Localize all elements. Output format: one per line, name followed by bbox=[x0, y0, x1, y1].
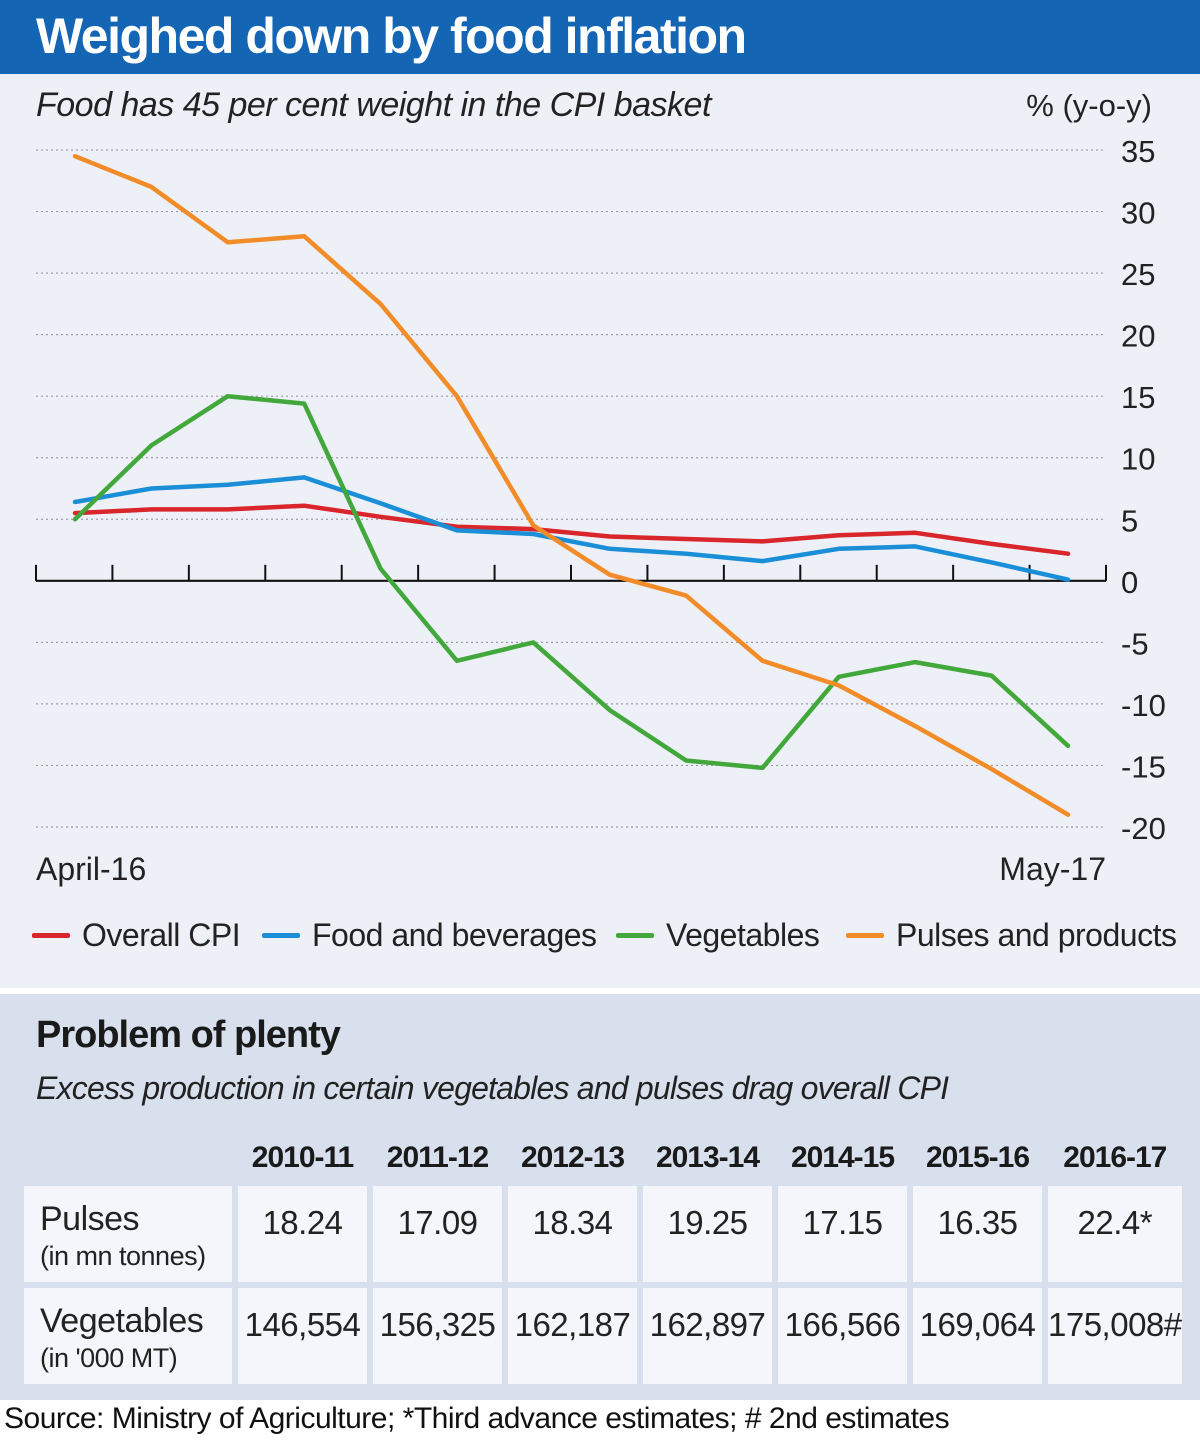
table-title: Problem of plenty bbox=[36, 1014, 341, 1056]
production-table: 2010-11 2011-12 2012-13 2013-14 2014-15 … bbox=[18, 1130, 1188, 1390]
table-cell: 16.35 bbox=[913, 1186, 1042, 1282]
cell-value: 162,897 bbox=[649, 1306, 766, 1343]
y-tick-label: -20 bbox=[1121, 811, 1166, 846]
legend-label-food-and-beverages: Food and beverages bbox=[312, 916, 597, 953]
year-header: 2012-13 bbox=[520, 1141, 625, 1174]
chart-subtitle: Food has 45 per cent weight in the CPI b… bbox=[36, 86, 711, 124]
y-tick-label: 0 bbox=[1121, 565, 1138, 600]
table-cell: 146,554 bbox=[238, 1288, 367, 1384]
y-tick-label: 20 bbox=[1121, 319, 1155, 354]
legend-label-overall-cpi: Overall CPI bbox=[82, 916, 241, 953]
table-cell: 17.09 bbox=[373, 1186, 502, 1282]
row-name: Vegetables bbox=[40, 1302, 204, 1340]
legend-swatch-overall-cpi bbox=[32, 932, 70, 938]
x-end-label: May-17 bbox=[999, 851, 1106, 887]
legend-item-overall-cpi: Overall CPI bbox=[32, 912, 241, 958]
year-header: 2015-16 bbox=[925, 1141, 1030, 1174]
line-chart: 35 30 25 20 15 10 5 0 -5 -10 -15 -20 % (y-o-y) April-… bbox=[35, 88, 1166, 887]
table-cell: 162,897 bbox=[643, 1288, 772, 1384]
year-header: 2014-15 bbox=[790, 1141, 895, 1174]
y-tick-label: 5 bbox=[1121, 503, 1138, 538]
legend-swatch-pulses-and-products bbox=[846, 932, 884, 938]
table-cell: 175,008# bbox=[1048, 1288, 1182, 1384]
row-unit: (in mn tonnes) bbox=[40, 1241, 206, 1271]
y-tick-label: -10 bbox=[1121, 688, 1166, 723]
chart-title: Weighed down by food inflation bbox=[36, 8, 747, 64]
series-line-vegetables bbox=[72, 393, 1071, 771]
table-cell: 19.25 bbox=[643, 1186, 772, 1282]
year-header: 2011-12 bbox=[386, 1141, 489, 1174]
year-header: 2016-17 bbox=[1063, 1141, 1167, 1174]
x-start-label: April-16 bbox=[36, 851, 146, 887]
series-line-food-and-beverages bbox=[72, 475, 1071, 582]
legend-item-pulses-and-products: Pulses and products bbox=[846, 912, 1177, 958]
cell-value: 146,554 bbox=[244, 1306, 361, 1343]
cell-value: 169,064 bbox=[919, 1306, 1036, 1343]
table-cell: 22.4* bbox=[1048, 1186, 1182, 1282]
legend-item-food-and-beverages: Food and beverages bbox=[262, 912, 597, 958]
cell-value: 19.25 bbox=[667, 1204, 748, 1241]
table-header-row: 2010-11 2011-12 2012-13 2013-14 2014-15 … bbox=[24, 1136, 1182, 1180]
table-cell: 169,064 bbox=[913, 1288, 1042, 1384]
y-tick-label: 25 bbox=[1121, 257, 1155, 292]
y-tick-label: 30 bbox=[1121, 196, 1155, 231]
cell-value: 175,008# bbox=[1048, 1306, 1182, 1343]
legend-swatch-vegetables bbox=[616, 932, 654, 938]
year-header: 2013-14 bbox=[655, 1141, 760, 1174]
chart-legend: Overall CPI Food and beverages Vegetable… bbox=[30, 912, 1180, 958]
series-line-overall-cpi bbox=[72, 503, 1071, 556]
y-tick-label: 10 bbox=[1121, 442, 1155, 477]
table-cell: 166,566 bbox=[778, 1288, 907, 1384]
header-banner: Weighed down by food inflation bbox=[0, 0, 1200, 74]
table-cell: 18.34 bbox=[508, 1186, 637, 1282]
table-cell: 18.24 bbox=[238, 1186, 367, 1282]
table-corner bbox=[24, 1136, 232, 1180]
cell-value: 17.15 bbox=[802, 1204, 883, 1241]
legend-label-vegetables: Vegetables bbox=[666, 916, 820, 953]
cell-value: 166,566 bbox=[784, 1306, 901, 1343]
table-row: Vegetables (in '000 MT) 146,554 156,325 … bbox=[24, 1288, 1182, 1384]
cell-value: 17.09 bbox=[397, 1204, 478, 1241]
chart-panel bbox=[0, 74, 1200, 988]
table-row: Pulses (in mn tonnes) 18.24 17.09 18.34 … bbox=[24, 1186, 1182, 1282]
legend-swatch-food-and-beverages bbox=[262, 932, 300, 938]
row-unit: (in '000 MT) bbox=[40, 1343, 178, 1373]
y-tick-label: 15 bbox=[1121, 380, 1155, 415]
row-header-vegetables: Vegetables (in '000 MT) bbox=[24, 1288, 232, 1384]
cell-value: 18.34 bbox=[532, 1204, 613, 1241]
section-divider bbox=[0, 988, 1200, 994]
table-cell: 156,325 bbox=[373, 1288, 502, 1384]
y-axis-label: % (y-o-y) bbox=[1026, 88, 1152, 123]
table-cell: 162,187 bbox=[508, 1288, 637, 1384]
row-header-pulses: Pulses (in mn tonnes) bbox=[24, 1186, 232, 1282]
cell-value: 156,325 bbox=[379, 1306, 496, 1343]
table-cell: 17.15 bbox=[778, 1186, 907, 1282]
cell-value: 162,187 bbox=[514, 1306, 631, 1343]
y-tick-label: -5 bbox=[1121, 626, 1149, 661]
cell-value: 22.4* bbox=[1077, 1204, 1153, 1241]
year-header: 2010-11 bbox=[251, 1141, 354, 1174]
y-tick-label: 35 bbox=[1121, 134, 1155, 169]
legend-item-vegetables: Vegetables bbox=[616, 912, 820, 958]
series-line-pulses-and-products bbox=[72, 153, 1071, 817]
legend-label-pulses-and-products: Pulses and products bbox=[896, 916, 1177, 953]
table-subtitle: Excess production in certain vegetables … bbox=[36, 1070, 949, 1106]
y-tick-label: -15 bbox=[1121, 749, 1166, 784]
source-note: Source: Ministry of Agriculture; *Third … bbox=[4, 1402, 950, 1435]
row-name: Pulses bbox=[40, 1200, 140, 1238]
cell-value: 18.24 bbox=[262, 1204, 343, 1241]
cell-value: 16.35 bbox=[937, 1204, 1018, 1241]
